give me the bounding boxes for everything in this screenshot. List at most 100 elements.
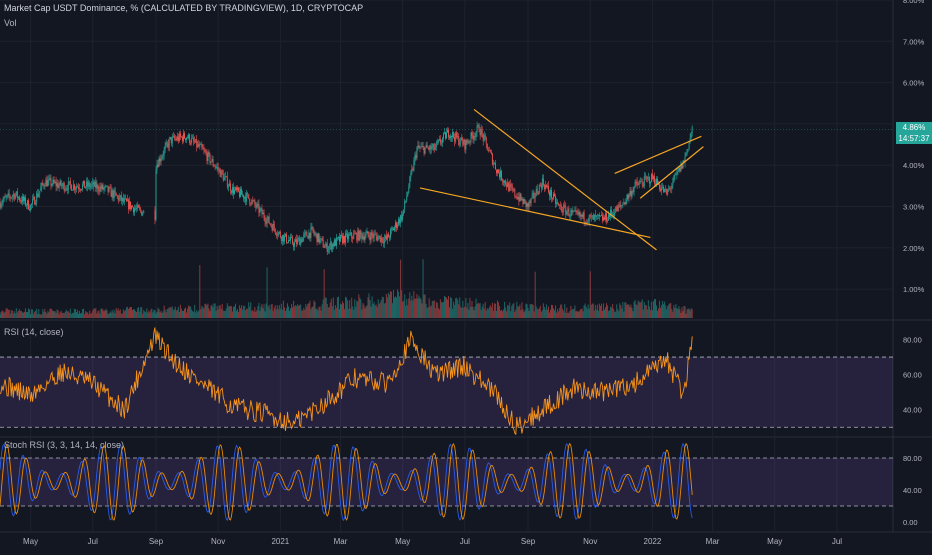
- candle-body: [103, 185, 104, 190]
- candle-body: [137, 205, 138, 208]
- candle-body: [574, 210, 575, 211]
- volume-bar: [277, 305, 278, 318]
- candle-body: [278, 232, 279, 235]
- rsi-tick-label: 60.00: [903, 371, 922, 380]
- volume-bar: [419, 298, 420, 318]
- candle-body: [428, 148, 429, 149]
- volume-bar: [489, 307, 490, 318]
- x-tick-label: Jul: [460, 537, 470, 546]
- candle-body: [98, 190, 99, 191]
- candle-body: [432, 147, 433, 149]
- candle-body: [154, 210, 155, 219]
- candle-body: [134, 209, 135, 213]
- candle-body: [140, 209, 141, 211]
- candle-body: [513, 189, 514, 190]
- volume-bar: [392, 303, 393, 318]
- candle-body: [236, 188, 237, 191]
- volume-bar: [467, 303, 468, 318]
- candle-body: [251, 200, 252, 204]
- candle-body: [73, 185, 74, 190]
- candle-body: [310, 227, 311, 238]
- candle-body: [488, 150, 489, 151]
- volume-bar: [55, 311, 56, 318]
- volume-bar: [499, 306, 500, 318]
- volume-bar: [463, 308, 464, 318]
- volume-bar: [264, 304, 265, 318]
- candle-body: [210, 154, 211, 163]
- volume-bar: [481, 310, 482, 318]
- volume-bar: [542, 310, 543, 318]
- candle-body: [322, 238, 323, 239]
- volume-bar: [465, 298, 466, 318]
- volume-bar: [245, 310, 246, 318]
- volume-bar: [228, 306, 229, 318]
- candle-body: [301, 239, 302, 242]
- volume-bar: [103, 311, 104, 318]
- volume-bar: [519, 305, 520, 318]
- candle-body: [514, 189, 515, 196]
- candle-body: [83, 181, 84, 185]
- candle-body: [343, 236, 344, 243]
- candle-body: [292, 237, 293, 243]
- volume-bar: [417, 298, 418, 318]
- candle-body: [402, 214, 403, 220]
- volume-bar: [71, 314, 72, 318]
- candle-body: [677, 171, 678, 172]
- candle-body: [578, 212, 579, 214]
- candle-body: [208, 152, 209, 161]
- candle-body: [503, 181, 504, 182]
- candle-body: [262, 208, 263, 214]
- volume-bar: [374, 302, 375, 318]
- candle-body: [659, 185, 660, 189]
- candle-body: [458, 136, 459, 145]
- candle-body: [195, 139, 196, 142]
- volume-bar: [145, 312, 146, 318]
- candle-body: [204, 150, 205, 151]
- candle-body: [184, 133, 185, 138]
- candle-body: [355, 233, 356, 234]
- candle-body: [502, 180, 503, 181]
- volume-bar: [88, 314, 89, 318]
- volume-bar: [212, 305, 213, 318]
- candle-body: [600, 216, 601, 217]
- candle-body: [8, 193, 9, 195]
- volume-bar: [373, 304, 374, 318]
- candle-body: [587, 222, 588, 223]
- volume-bar: [512, 304, 513, 318]
- volume-bar: [67, 311, 68, 318]
- volume-bar: [232, 312, 233, 318]
- candle-body: [349, 235, 350, 236]
- volume-bar: [320, 307, 321, 318]
- volume-bar: [690, 310, 691, 318]
- volume-bar: [230, 306, 231, 318]
- volume-bar: [436, 302, 437, 318]
- candle-body: [64, 183, 65, 191]
- volume-bar: [171, 308, 172, 318]
- candle-body: [463, 140, 464, 145]
- candle-body: [391, 229, 392, 230]
- candle-body: [616, 207, 617, 212]
- candle-body: [472, 133, 473, 136]
- candle-body: [622, 204, 623, 205]
- candle-body: [625, 200, 626, 204]
- volume-bar: [475, 306, 476, 318]
- candle-body: [404, 201, 405, 209]
- volume-bar: [96, 313, 97, 318]
- candle-body: [60, 181, 61, 185]
- volume-bar: [332, 306, 333, 318]
- candle-body: [400, 215, 401, 223]
- volume-bar: [507, 305, 508, 318]
- volume-bar: [413, 291, 414, 318]
- candle-body: [89, 183, 90, 188]
- volume-bar: [659, 301, 660, 318]
- volume-bar: [407, 305, 408, 318]
- candle-body: [241, 189, 242, 195]
- volume-bar: [671, 309, 672, 318]
- candle-body: [478, 125, 479, 126]
- candle-body: [106, 186, 107, 187]
- candle-body: [589, 215, 590, 221]
- candle-body: [298, 238, 299, 239]
- candle-body: [445, 132, 446, 138]
